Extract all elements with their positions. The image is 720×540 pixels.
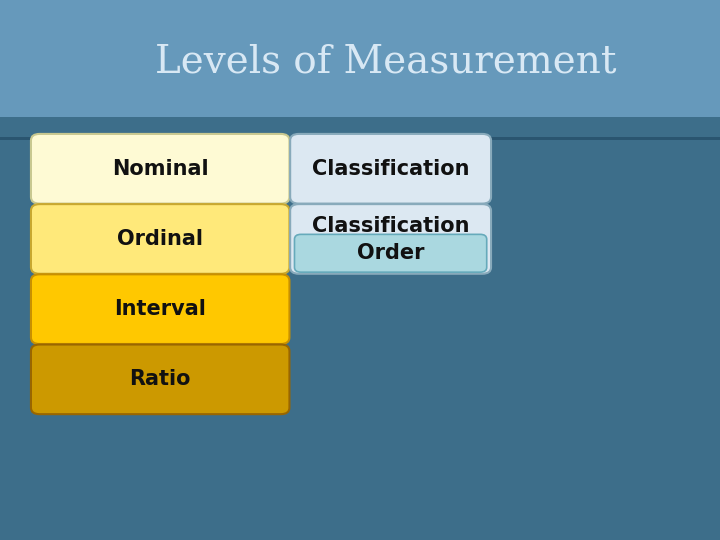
FancyBboxPatch shape: [31, 274, 289, 344]
Text: Levels of Measurement: Levels of Measurement: [155, 43, 616, 80]
Bar: [0, 137, 720, 140]
FancyBboxPatch shape: [31, 134, 289, 204]
FancyBboxPatch shape: [31, 204, 289, 274]
FancyBboxPatch shape: [294, 234, 487, 272]
Text: Classification: Classification: [312, 159, 469, 179]
Text: Ratio: Ratio: [130, 369, 191, 389]
Text: Order: Order: [357, 243, 424, 264]
Text: Ordinal: Ordinal: [117, 229, 203, 249]
FancyBboxPatch shape: [290, 134, 491, 204]
FancyBboxPatch shape: [31, 345, 289, 414]
Text: Classification: Classification: [312, 216, 469, 236]
Bar: [0, 0, 720, 138]
Text: Interval: Interval: [114, 299, 206, 319]
Text: Nominal: Nominal: [112, 159, 209, 179]
Bar: [0, 117, 720, 138]
FancyBboxPatch shape: [290, 204, 491, 274]
